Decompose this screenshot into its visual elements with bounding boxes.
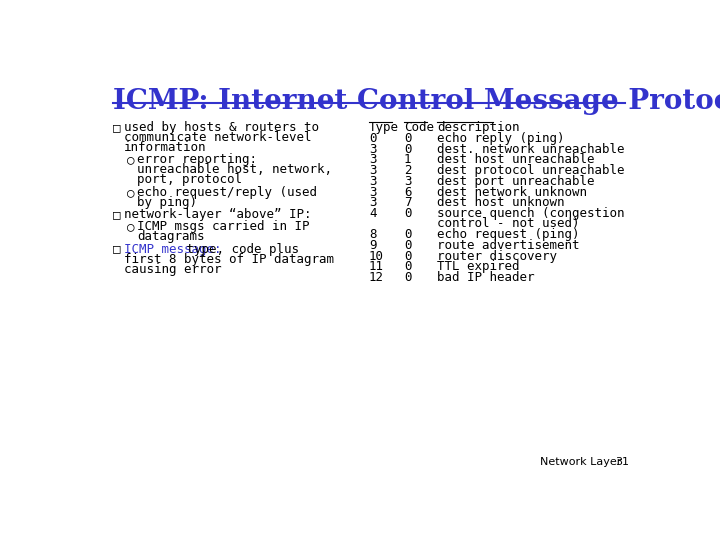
Text: 3: 3 xyxy=(369,186,377,199)
Text: datagrams: datagrams xyxy=(138,231,204,244)
Text: 0: 0 xyxy=(369,132,377,145)
Text: bad IP header: bad IP header xyxy=(437,271,535,284)
Text: first 8 bytes of IP datagram: first 8 bytes of IP datagram xyxy=(124,253,334,266)
Text: Code: Code xyxy=(404,121,434,134)
Text: source quench (congestion: source quench (congestion xyxy=(437,207,625,220)
Text: 7: 7 xyxy=(404,197,411,210)
Text: 0: 0 xyxy=(404,207,411,220)
Text: dest port unreachable: dest port unreachable xyxy=(437,175,595,188)
Text: 3: 3 xyxy=(369,197,377,210)
Text: TTL expired: TTL expired xyxy=(437,260,520,273)
Text: 4: 4 xyxy=(369,207,377,220)
Text: 1: 1 xyxy=(404,153,411,166)
Text: route advertisement: route advertisement xyxy=(437,239,580,252)
Text: control - not used): control - not used) xyxy=(437,217,580,230)
Text: echo request/reply (used: echo request/reply (used xyxy=(138,186,318,199)
Text: 0: 0 xyxy=(404,260,411,273)
Text: network-layer “above” IP:: network-layer “above” IP: xyxy=(124,208,312,221)
Text: 3: 3 xyxy=(369,175,377,188)
Text: 0: 0 xyxy=(404,249,411,262)
Text: router discovery: router discovery xyxy=(437,249,557,262)
Text: 11: 11 xyxy=(369,260,384,273)
Text: echo reply (ping): echo reply (ping) xyxy=(437,132,564,145)
Text: ○: ○ xyxy=(127,186,135,199)
Text: by ping): by ping) xyxy=(138,195,197,208)
Text: dest. network unreachable: dest. network unreachable xyxy=(437,143,625,156)
Text: 10: 10 xyxy=(369,249,384,262)
Text: type, code plus: type, code plus xyxy=(179,242,299,255)
Text: 0: 0 xyxy=(404,239,411,252)
Text: 31: 31 xyxy=(616,457,629,467)
Text: dest protocol unreachable: dest protocol unreachable xyxy=(437,164,625,177)
Text: ○: ○ xyxy=(127,153,135,166)
Text: 3: 3 xyxy=(404,175,411,188)
Text: □: □ xyxy=(113,242,121,255)
Text: causing error: causing error xyxy=(124,262,222,276)
Text: 3: 3 xyxy=(369,153,377,166)
Text: 8: 8 xyxy=(369,228,377,241)
Text: ICMP: Internet Control Message Protocol: ICMP: Internet Control Message Protocol xyxy=(113,88,720,115)
Text: 0: 0 xyxy=(404,271,411,284)
Text: 12: 12 xyxy=(369,271,384,284)
Text: port, protocol: port, protocol xyxy=(138,173,242,186)
Text: 3: 3 xyxy=(369,143,377,156)
Text: 0: 0 xyxy=(404,143,411,156)
Text: 6: 6 xyxy=(404,186,411,199)
Text: 9: 9 xyxy=(369,239,377,252)
Text: 2: 2 xyxy=(404,164,411,177)
Text: ICMP message:: ICMP message: xyxy=(124,242,222,255)
Text: dest host unknown: dest host unknown xyxy=(437,197,564,210)
Text: 0: 0 xyxy=(404,132,411,145)
Text: □: □ xyxy=(113,121,121,134)
Text: used by hosts & routers to: used by hosts & routers to xyxy=(124,121,319,134)
Text: dest network unknown: dest network unknown xyxy=(437,186,588,199)
Text: 3: 3 xyxy=(369,164,377,177)
Text: ○: ○ xyxy=(127,220,135,233)
Text: Type: Type xyxy=(369,121,399,134)
Text: error reporting:: error reporting: xyxy=(138,153,257,166)
Text: 0: 0 xyxy=(404,228,411,241)
Text: Network Layer: Network Layer xyxy=(539,457,621,467)
Text: unreachable host, network,: unreachable host, network, xyxy=(138,164,332,177)
Text: description: description xyxy=(437,121,520,134)
Text: echo request (ping): echo request (ping) xyxy=(437,228,580,241)
Text: □: □ xyxy=(113,208,121,221)
Text: communicate network-level: communicate network-level xyxy=(124,131,312,144)
Text: information: information xyxy=(124,141,207,154)
Text: dest host unreachable: dest host unreachable xyxy=(437,153,595,166)
Text: ICMP msgs carried in IP: ICMP msgs carried in IP xyxy=(138,220,310,233)
